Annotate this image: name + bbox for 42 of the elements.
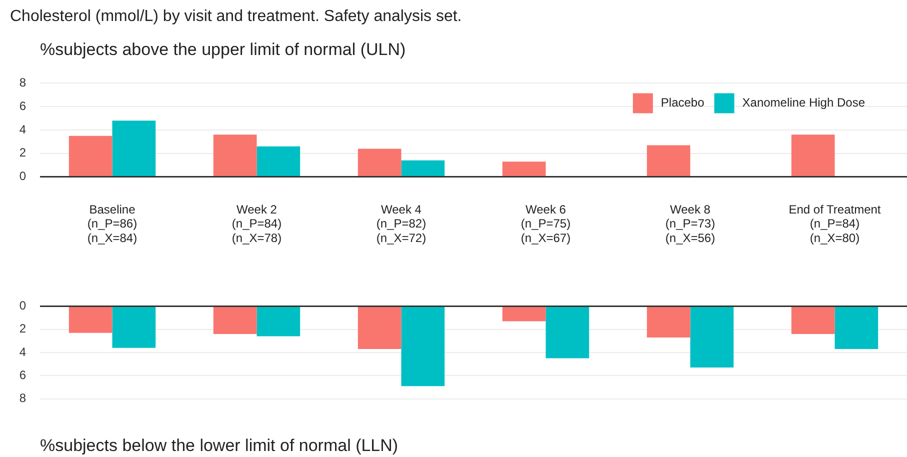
bar xyxy=(358,306,402,350)
bar xyxy=(502,306,546,322)
bar xyxy=(68,306,112,333)
bar xyxy=(546,306,590,358)
bar xyxy=(256,306,300,336)
bar xyxy=(401,306,445,386)
bar xyxy=(791,134,835,176)
bar xyxy=(213,306,257,334)
bar xyxy=(256,146,300,176)
y-tick-label: 0 xyxy=(19,298,26,313)
chart-title: Cholesterol (mmol/L) by visit and treatment. Safety analysis set. xyxy=(10,8,462,26)
bar xyxy=(502,162,546,176)
legend-label: Xanomeline High Dose xyxy=(742,96,866,110)
x-tick-label: Week 4 (n_P=82) (n_X=72) xyxy=(376,202,426,246)
bar xyxy=(68,136,112,176)
y-tick-label: 2 xyxy=(19,146,26,160)
x-tick-label: End of Treatment (n_P=84) (n_X=80) xyxy=(788,202,882,246)
y-tick-label: 4 xyxy=(19,122,26,136)
bar xyxy=(358,148,402,176)
chart-subtitle: %subjects above the upper limit of normal (ULN) xyxy=(40,40,406,60)
bar xyxy=(834,306,878,350)
y-tick-label: 6 xyxy=(19,98,26,113)
text: %subjects below the lower limit of normal (LLN) xyxy=(40,436,398,456)
bar xyxy=(213,134,257,176)
y-tick-label: 8 xyxy=(19,76,26,90)
y-tick-label: 4 xyxy=(19,344,26,359)
bar xyxy=(112,306,156,348)
bar xyxy=(112,120,156,176)
bar xyxy=(646,306,690,338)
y-tick-label: 6 xyxy=(19,368,26,382)
bar xyxy=(690,306,734,368)
bar xyxy=(401,160,445,176)
y-tick-label: 2 xyxy=(19,322,26,336)
x-tick-label: Week 8 (n_P=73) (n_X=56) xyxy=(665,202,716,246)
x-tick-label: Week 6 (n_P=75) (n_X=67) xyxy=(520,202,571,246)
bar xyxy=(646,145,690,176)
x-tick-label: Baseline (n_P=86) (n_X=84) xyxy=(87,202,138,246)
y-tick-label: 8 xyxy=(19,391,26,406)
x-tick-label: Week 2 (n_P=84) (n_X=78) xyxy=(232,202,282,246)
legend-label: Placebo xyxy=(660,96,705,110)
y-tick-label: 0 xyxy=(19,169,26,184)
bar xyxy=(791,306,835,334)
